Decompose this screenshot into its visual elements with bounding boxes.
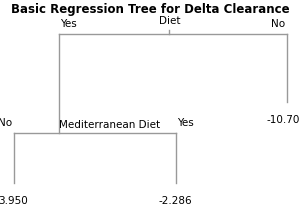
Text: No: No xyxy=(271,19,285,29)
Text: Basic Regression Tree for Delta Clearance: Basic Regression Tree for Delta Clearanc… xyxy=(11,3,289,16)
Text: No: No xyxy=(0,118,12,128)
Text: Diet: Diet xyxy=(159,16,180,26)
Text: Yes: Yes xyxy=(60,19,77,29)
Text: -2.286: -2.286 xyxy=(159,196,192,206)
Text: Mediterranean Diet: Mediterranean Diet xyxy=(59,120,160,130)
Text: Yes: Yes xyxy=(177,118,194,128)
Text: -10.700: -10.700 xyxy=(267,115,300,125)
Text: 3.950: 3.950 xyxy=(0,196,28,206)
